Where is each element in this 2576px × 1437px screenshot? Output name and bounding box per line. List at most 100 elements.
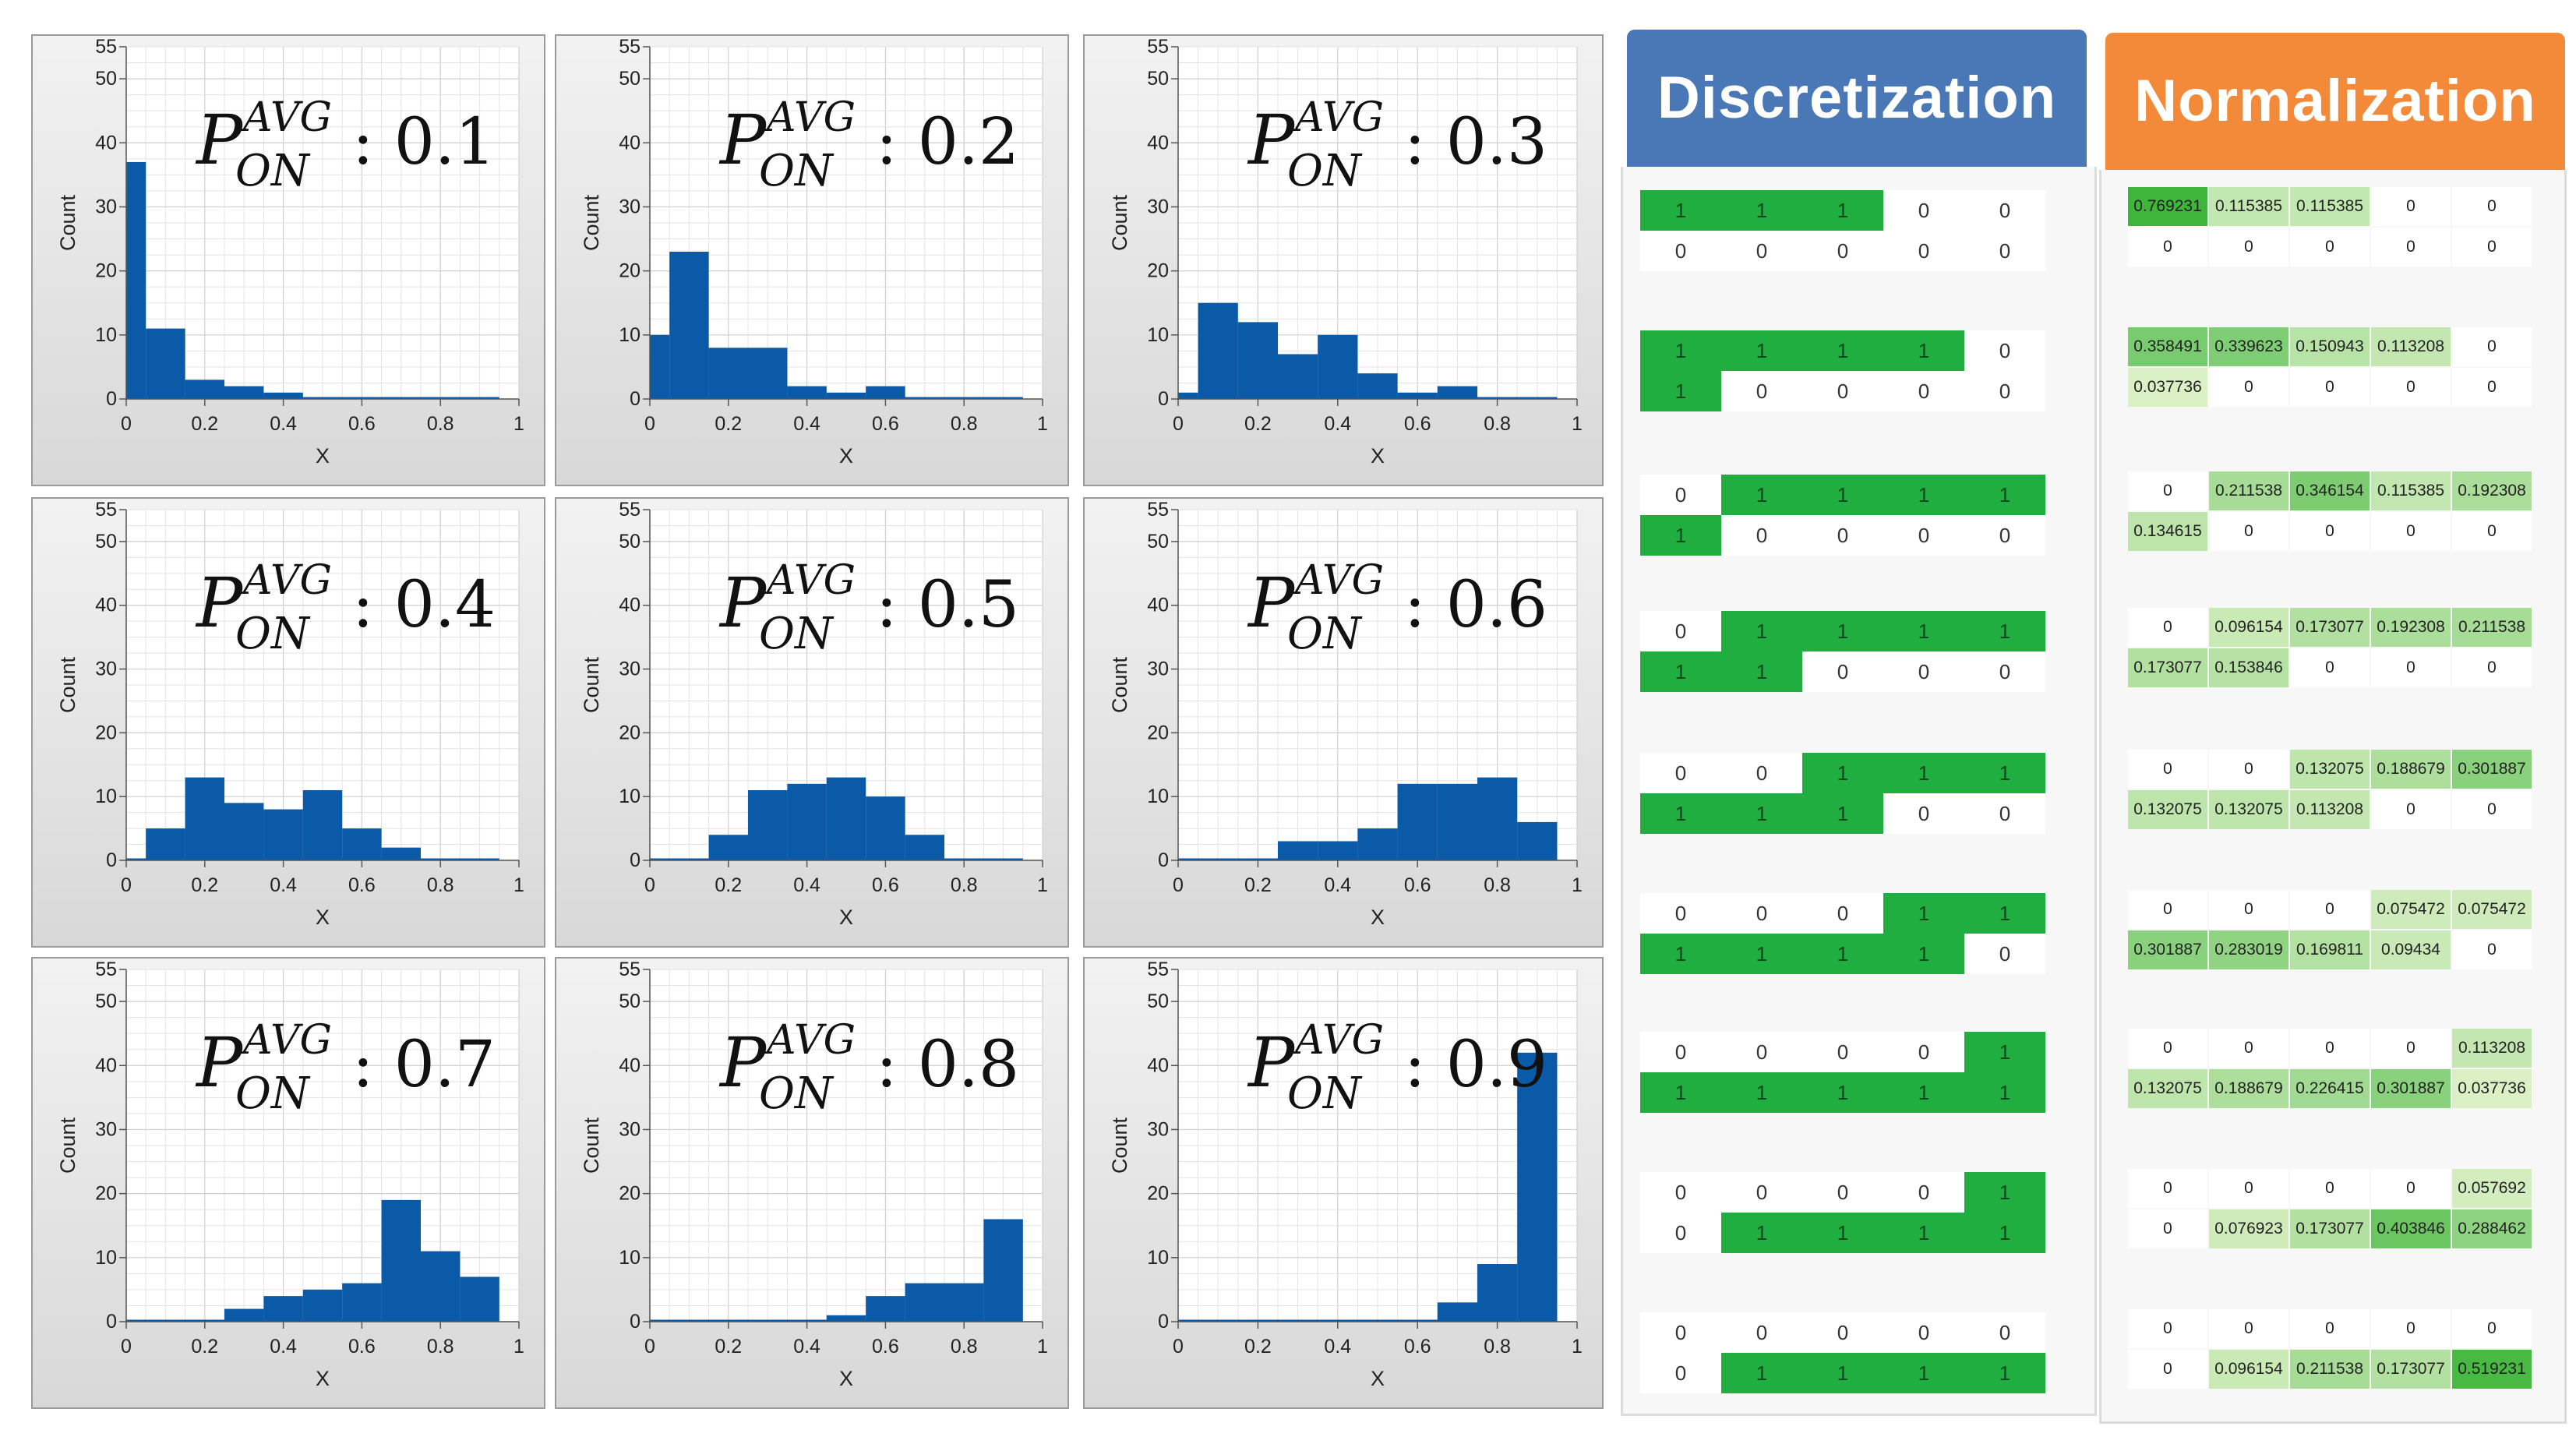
annotation-superscript: AVG: [240, 94, 332, 141]
normalization-cell: 0: [2452, 368, 2532, 407]
x-tick-label: 0.8: [951, 413, 978, 435]
histogram-bar: [1178, 392, 1198, 399]
normalization-cell: 0.037736: [2452, 1069, 2532, 1108]
y-tick-label: 55: [1147, 36, 1169, 58]
discretization-cell: 1: [1883, 611, 1964, 651]
discretization-cell: 0: [1802, 1172, 1883, 1213]
annotation-value: : 0.6: [1404, 568, 1547, 642]
histogram-bar: [787, 783, 827, 860]
annotation: P AVG ON: 0.5: [718, 557, 1019, 659]
discretization-cell: 0: [1640, 893, 1721, 934]
normalization-cell: 0: [2209, 1309, 2288, 1348]
discretization-cell: 1: [1721, 1213, 1802, 1253]
histogram-bar: [1437, 783, 1477, 860]
discretization-cell: 0: [1721, 893, 1802, 934]
normalization-cell: 0.211538: [2452, 608, 2532, 647]
histogram-bar: [263, 392, 303, 399]
normalization-cell: 0: [2290, 890, 2370, 929]
normalization-cell: 0: [2290, 368, 2370, 407]
x-tick-label: 0.6: [1404, 413, 1431, 435]
normalization-cell: 0.769231: [2128, 187, 2207, 226]
normalization-cell: 0.057692: [2452, 1169, 2532, 1208]
normalization-cell: 0.132075: [2128, 1069, 2207, 1108]
histogram-bar: [1437, 386, 1477, 399]
histogram-panel: 0 10 20 30 40 50 55 0 0.2 0.4 0.6 0.8 1 X Count P AVG ON:…: [31, 497, 545, 948]
normalization-cell: 0: [2209, 890, 2288, 929]
discretization-cell: 0: [1721, 753, 1802, 793]
annotation-symbol: P: [195, 1022, 244, 1103]
histogram-bar: [1357, 828, 1398, 860]
y-tick-label: 40: [1147, 595, 1169, 616]
discretization-cell: 0: [1883, 1312, 1964, 1353]
discretization-cell: 0: [1721, 515, 1802, 556]
normalization-cell: 0.403846: [2371, 1209, 2451, 1248]
histogram-svg: 0 10 20 30 40 50 55 0 0.2 0.4 0.6 0.8 1 X Count P AVG ON:…: [1108, 36, 1583, 468]
discretization-cell: 1: [1802, 1072, 1883, 1113]
histogram-bar: [1397, 783, 1438, 860]
y-tick-label: 20: [1147, 1183, 1169, 1205]
discretization-cell: 0: [1640, 1213, 1721, 1253]
discretization-cell: 0: [1640, 231, 1721, 271]
y-tick-label: 50: [619, 68, 640, 90]
normalization-cell: 0: [2452, 228, 2532, 267]
discretization-cell: 1: [1964, 893, 2045, 934]
discretization-cell: 1: [1640, 371, 1721, 411]
x-tick-label: 1: [1037, 413, 1048, 435]
discretization-cell: 1: [1640, 651, 1721, 692]
discretization-cell: 0: [1883, 371, 1964, 411]
normalization-cell: 0.134615: [2128, 512, 2207, 551]
x-tick-label: 0: [121, 1336, 132, 1358]
normalization-cell: 0.115385: [2290, 187, 2370, 226]
histogram-bar: [302, 1289, 343, 1322]
histogram-bar: [787, 386, 827, 399]
discretization-cell: 1: [1640, 1072, 1721, 1113]
normalization-cell: 0: [2128, 1309, 2207, 1348]
histogram-panel: 0 10 20 30 40 50 55 0 0.2 0.4 0.6 0.8 1 X Count P AVG ON:…: [1083, 957, 1604, 1409]
discretization-cell: 1: [1964, 1072, 2045, 1113]
histogram-bar: [905, 835, 944, 860]
discretization-cell: 0: [1883, 793, 1964, 834]
discretization-cell: 1: [1721, 934, 1802, 974]
normalization-cell: 0.115385: [2371, 471, 2451, 510]
annotation-value: : 0.5: [876, 568, 1019, 642]
histogram-bar: [983, 1219, 1023, 1322]
discretization-cell: 0: [1721, 371, 1802, 411]
normalization-cell: 0: [2128, 1209, 2207, 1248]
y-axis-label: Count: [580, 656, 603, 713]
x-tick-label: 0: [1173, 1336, 1184, 1358]
annotation: P AVG ON: 0.1: [195, 94, 496, 196]
annotation-superscript: AVG: [240, 1017, 332, 1064]
normalization-group: 0 0.211538 0.346154 0.115385 0.192308 0.13461…: [2128, 471, 2533, 553]
annotation-superscript: AVG: [764, 94, 856, 141]
y-tick-label: 30: [1147, 658, 1169, 680]
x-tick-label: 0.2: [191, 874, 218, 896]
normalization-header: Normalization: [2105, 33, 2565, 170]
x-tick-label: 0: [121, 413, 132, 435]
y-tick-label: 55: [619, 499, 640, 521]
y-tick-label: 0: [1158, 1311, 1169, 1333]
discretization-cell: 0: [1802, 651, 1883, 692]
y-axis-label: Count: [56, 194, 79, 251]
normalization-cell: 0.113208: [2371, 327, 2451, 366]
y-tick-label: 20: [95, 260, 117, 282]
y-tick-label: 40: [1147, 132, 1169, 154]
normalization-cell: 0: [2290, 1029, 2370, 1068]
y-axis-label: Count: [580, 1117, 603, 1174]
histogram-bar: [421, 1251, 461, 1322]
annotation-subscript: ON: [1287, 1068, 1363, 1119]
x-tick-label: 0.2: [1244, 413, 1272, 435]
histogram-bar: [263, 809, 303, 860]
annotation-subscript: ON: [759, 146, 835, 196]
y-tick-label: 55: [95, 499, 117, 521]
normalization-cell: 0: [2128, 1350, 2207, 1389]
discretization-cell: 0: [1964, 651, 2045, 692]
x-axis-label: X: [839, 444, 853, 468]
y-tick-label: 0: [106, 849, 117, 871]
discretization-cell: 0: [1640, 1032, 1721, 1072]
discretization-cell: 0: [1883, 1032, 1964, 1072]
annotation-symbol: P: [195, 563, 244, 643]
discretization-cell: 0: [1964, 793, 2045, 834]
y-tick-label: 50: [1147, 68, 1169, 90]
x-tick-label: 0.2: [1244, 1336, 1272, 1358]
